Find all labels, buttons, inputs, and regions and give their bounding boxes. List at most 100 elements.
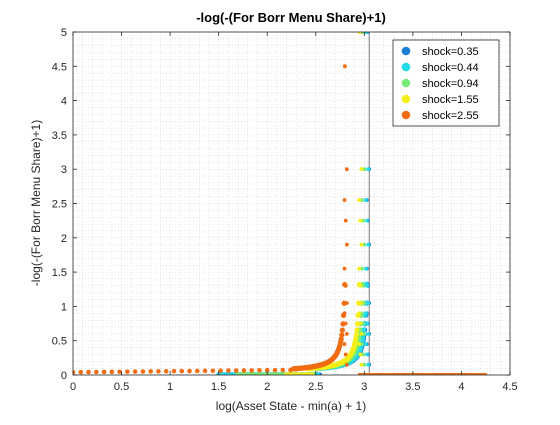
data-point [362,362,367,367]
data-point [357,311,361,316]
data-point [342,64,347,69]
data-point [366,362,371,367]
data-point [360,266,364,271]
data-point [365,218,369,223]
data-point [358,352,363,357]
data-point [358,283,363,288]
data-point [73,369,76,375]
x-tick-label: 0 [70,381,76,393]
legend-label: shock=2.55 [422,110,479,122]
data-point [343,352,348,357]
y-tick-label: 5 [61,27,67,39]
data-point [362,301,367,305]
data-point [78,369,84,375]
data-point [101,369,107,375]
data-point [364,32,369,34]
data-point [366,242,371,247]
chart-title: -log(-(For Borr Menu Share)+1) [196,10,386,25]
y-tick-label: 1.5 [52,267,67,279]
data-point [366,331,371,336]
data-point [344,362,349,367]
legend-box [392,39,500,127]
data-point [309,372,315,375]
x-tick-label: 2.5 [308,381,323,393]
data-point [363,266,368,271]
data-layer [73,32,488,375]
data-point [342,266,347,271]
data-point [249,368,254,373]
data-point [171,368,177,374]
y-axis-ticks: 0 0.5 1 1.5 2 2.5 3 3.5 4 4.5 5 [52,27,510,382]
data-point [343,321,348,326]
data-point [202,368,208,374]
data-point [187,368,192,374]
y-tick-label: 0 [61,370,67,382]
data-point [363,198,368,202]
x-tick-label: 4 [458,381,464,393]
data-point [226,368,231,373]
data-point [357,342,361,347]
data-point [344,331,349,336]
data-point [344,242,349,247]
data-point [362,167,367,172]
y-tick-label: 2 [61,233,67,245]
data-point [353,332,359,338]
data-point [109,369,115,375]
data-point [163,368,169,374]
x-tick-label: 1.5 [211,381,226,393]
legend: shock=0.35 shock=0.44 shock=0.94 shock=1.55… [392,39,500,127]
data-point [156,369,161,374]
data-point [125,369,130,374]
y-tick-label: 2.5 [52,199,67,211]
data-point [338,336,344,342]
y-tick-label: 4 [61,96,67,108]
data-point [362,242,367,247]
data-point [366,301,371,305]
data-point [360,311,364,316]
legend-label: shock=1.55 [422,94,479,106]
x-tick-label: 1 [167,381,173,393]
y-tick-label: 0.5 [52,336,67,348]
data-point [357,32,362,34]
data-point [358,321,363,326]
data-point [148,369,153,374]
data-point [339,327,345,333]
y-tick-label: 4.5 [52,61,67,73]
legend-marker [401,94,411,104]
data-point [359,301,364,305]
x-tick-label: 3 [361,381,367,393]
data-point [358,218,363,223]
data-point [339,332,345,338]
data-point [360,198,364,202]
data-point [315,372,321,375]
data-point [342,311,347,316]
legend-marker [401,46,411,56]
data-point [342,198,347,202]
data-point [361,327,367,333]
data-point [365,352,369,357]
minor-grid [73,32,510,375]
data-point [361,218,366,223]
data-point [361,321,366,326]
data-point [344,167,349,172]
data-point [241,368,247,373]
data-point [140,369,146,374]
data-point [342,342,347,347]
data-point [210,368,216,374]
data-point [361,283,366,288]
data-point [365,283,369,288]
y-axis-label: -log(-(For Borr Menu Share)+1) [29,120,43,286]
y-tick-label: 1 [61,301,67,313]
legend-marker [401,78,411,88]
x-axis-label: log(Asset State - min(a) + 1) [216,399,366,413]
data-point [233,368,239,373]
data-point [365,321,369,326]
data-point [344,301,349,305]
data-point [354,327,360,333]
data-point [343,218,348,223]
data-point [362,331,367,336]
y-tick-label: 3.5 [52,130,67,142]
y-tick-label: 3 [61,164,67,176]
